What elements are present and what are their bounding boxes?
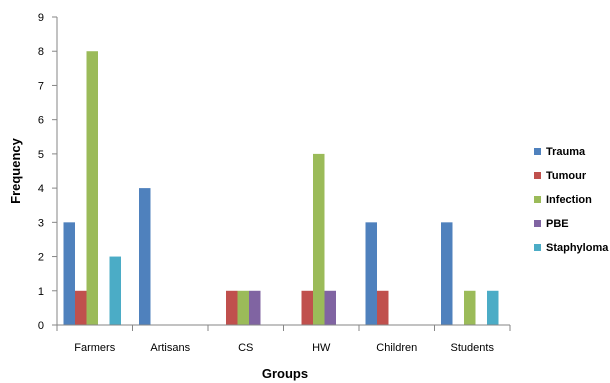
bar-staphyloma-farmers [109,256,121,325]
bar-infection-cs [237,290,249,325]
x-axis-title: Groups [262,366,308,381]
bar-tumour-cs [226,290,238,325]
y-tick-label: 4 [38,183,44,195]
y-tick-label: 9 [38,12,44,24]
y-tick-label: 0 [38,320,44,332]
legend: Trauma Tumour Infection PBE Staphyloma [534,146,609,254]
legend-label-staphyloma: Staphyloma [546,242,609,254]
x-tick-label: Farmers [74,342,115,354]
bar-trauma-children [365,222,377,325]
bar-tumour-farmers [75,290,87,325]
x-tick-label: Students [451,342,495,354]
legend-swatch-infection [534,196,541,203]
x-tick-label: Artisans [150,342,190,354]
bar-trauma-farmers [63,222,75,325]
x-tick-label: CS [238,342,253,354]
plot-area: 0 1 2 3 4 5 6 7 8 9 Farmers Artisans CS HW Children Stu… [38,12,511,354]
y-tick-label: 3 [38,217,44,229]
y-tick-label: 5 [38,149,44,161]
bar-staphyloma-students [487,290,499,325]
legend-swatch-tumour [534,172,541,179]
bar-infection-hw [313,153,325,325]
bar-infection-farmers [86,51,98,325]
legend-swatch-trauma [534,148,541,155]
y-tick-label: 1 [38,286,44,298]
bar-pbe-cs [249,290,261,325]
bar-tumour-children [377,290,389,325]
x-tick-label: HW [312,342,331,354]
y-tick-label: 6 [38,115,44,127]
legend-label-tumour: Tumour [546,170,587,182]
legend-label-pbe: PBE [546,218,569,230]
legend-label-trauma: Trauma [546,146,586,158]
y-tick-label: 2 [38,252,44,264]
x-tick-label: Children [376,342,417,354]
legend-swatch-pbe [534,220,541,227]
bar-trauma-students [441,222,453,325]
legend-label-infection: Infection [546,194,592,206]
y-tick-label: 8 [38,46,44,58]
bar-infection-students [464,290,476,325]
bar-pbe-hw [324,290,336,325]
bar-tumour-hw [301,290,313,325]
y-axis-title: Frequency [8,137,23,204]
y-tick-label: 7 [38,80,44,92]
legend-swatch-staphyloma [534,244,541,251]
bar-trauma-artisans [139,188,151,325]
